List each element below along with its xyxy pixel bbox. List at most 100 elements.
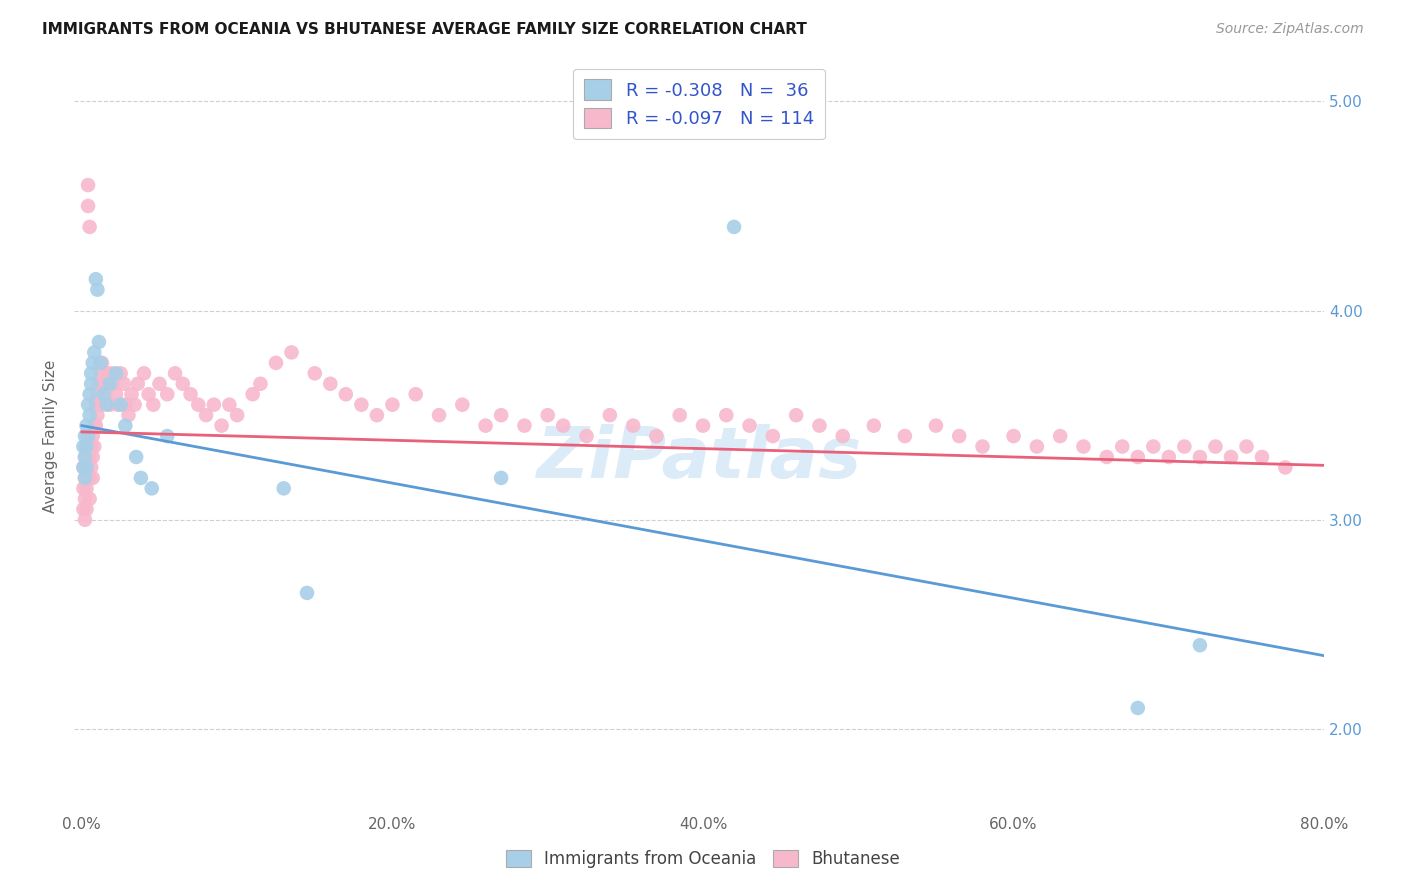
Point [451, 398, 474, 412]
Point [599, 408, 621, 422]
Point [1157, 450, 1180, 464]
Point [1002, 429, 1025, 443]
Point [1204, 440, 1226, 454]
Point [489, 408, 512, 422]
Point [83, 418, 105, 433]
Point [264, 356, 287, 370]
Point [98, 398, 121, 412]
Point [73, 471, 96, 485]
Point [72, 460, 94, 475]
Point [280, 345, 302, 359]
Point [319, 376, 342, 391]
Point [862, 418, 884, 433]
Point [738, 418, 761, 433]
Point [84, 398, 107, 412]
Text: Source: ZipAtlas.com: Source: ZipAtlas.com [1216, 22, 1364, 37]
Point [249, 376, 271, 391]
Point [427, 408, 450, 422]
Point [82, 356, 104, 370]
Point [86, 283, 108, 297]
Point [105, 387, 128, 401]
Point [77, 471, 100, 485]
Point [668, 408, 690, 422]
Point [1126, 450, 1149, 464]
Point [73, 450, 96, 464]
Point [79, 387, 101, 401]
Point [1049, 429, 1071, 443]
Point [73, 429, 96, 443]
Point [107, 398, 129, 412]
Point [575, 429, 598, 443]
Point [89, 398, 111, 412]
Point [80, 440, 103, 454]
Point [132, 367, 155, 381]
Point [1025, 440, 1047, 454]
Point [79, 471, 101, 485]
Point [1173, 440, 1195, 454]
Point [1251, 450, 1274, 464]
Point [405, 387, 427, 401]
Point [127, 376, 149, 391]
Point [125, 450, 148, 464]
Point [76, 460, 98, 475]
Point [110, 398, 132, 412]
Text: ZiPatlas: ZiPatlas [537, 425, 862, 493]
Point [79, 219, 101, 234]
Point [156, 429, 179, 443]
Point [1111, 440, 1133, 454]
Point [1220, 450, 1243, 464]
Point [692, 418, 714, 433]
Point [79, 408, 101, 422]
Point [83, 345, 105, 359]
Point [114, 398, 136, 412]
Point [762, 429, 785, 443]
Point [105, 367, 128, 381]
Point [489, 471, 512, 485]
Point [621, 418, 644, 433]
Point [474, 418, 496, 433]
Point [187, 398, 209, 412]
Point [242, 387, 264, 401]
Point [91, 356, 114, 370]
Point [98, 376, 121, 391]
Point [93, 387, 115, 401]
Point [79, 450, 101, 464]
Point [117, 408, 139, 422]
Point [72, 502, 94, 516]
Point [124, 398, 146, 412]
Point [77, 199, 100, 213]
Point [180, 387, 202, 401]
Point [87, 334, 110, 349]
Point [97, 376, 120, 391]
Point [80, 376, 103, 391]
Point [76, 440, 98, 454]
Point [142, 398, 165, 412]
Point [87, 376, 110, 391]
Point [1236, 440, 1258, 454]
Point [195, 408, 218, 422]
Point [226, 408, 249, 422]
Point [1274, 460, 1296, 475]
Point [73, 471, 96, 485]
Point [335, 387, 357, 401]
Point [82, 450, 104, 464]
Point [553, 418, 575, 433]
Point [1188, 638, 1211, 652]
Point [1188, 450, 1211, 464]
Point [211, 418, 233, 433]
Point [84, 272, 107, 286]
Point [76, 440, 98, 454]
Point [110, 367, 132, 381]
Point [121, 387, 143, 401]
Point [89, 367, 111, 381]
Point [76, 481, 98, 495]
Point [84, 418, 107, 433]
Point [785, 408, 807, 422]
Point [86, 408, 108, 422]
Point [93, 376, 115, 391]
Point [101, 376, 124, 391]
Point [94, 387, 117, 401]
Point [645, 429, 668, 443]
Point [72, 460, 94, 475]
Point [723, 219, 745, 234]
